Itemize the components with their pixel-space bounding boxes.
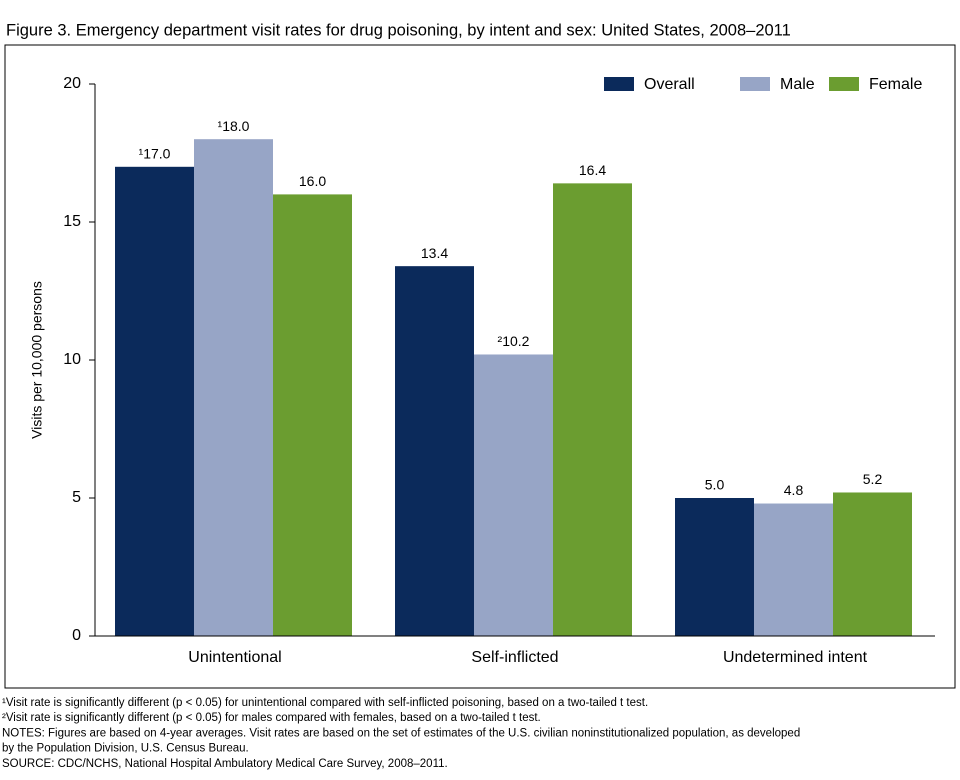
bar <box>115 166 194 637</box>
chart-title: Figure 3. Emergency department visit rat… <box>6 21 791 39</box>
y-tick-label: 0 <box>72 627 81 644</box>
value-label: ¹17.0 <box>139 146 171 162</box>
y-tick-label: 20 <box>63 75 81 92</box>
legend-label: Male <box>780 76 815 93</box>
x-tick-label: Unintentional <box>188 649 281 666</box>
value-label: ²10.2 <box>498 333 530 349</box>
footnote: ²Visit rate is significantly different (… <box>2 712 541 724</box>
value-label: 16.4 <box>579 162 606 178</box>
y-tick-label: 5 <box>72 489 81 506</box>
bar <box>675 498 754 636</box>
bar <box>194 139 273 636</box>
bar <box>474 354 553 636</box>
bar <box>754 503 833 636</box>
legend-swatch <box>829 77 859 91</box>
footnote: ¹Visit rate is significantly different (… <box>2 697 648 709</box>
frame <box>4 44 956 689</box>
bar <box>395 266 474 636</box>
y-axis-label: Visits per 10,000 persons <box>29 281 45 439</box>
value-label: 5.0 <box>705 477 725 493</box>
value-label: 13.4 <box>421 245 448 261</box>
footnote: by the Population Division, U.S. Census … <box>2 743 249 755</box>
footnote: NOTES: Figures are based on 4-year avera… <box>2 727 800 739</box>
y-tick-label: 10 <box>63 351 81 368</box>
x-tick-label: Undetermined intent <box>723 649 868 666</box>
y-tick-label: 15 <box>63 213 81 230</box>
value-label: 16.0 <box>299 173 326 189</box>
legend-label: Female <box>869 76 922 93</box>
value-label: 5.2 <box>863 471 883 487</box>
legend-swatch <box>740 77 770 91</box>
x-tick-label: Self-inflicted <box>471 649 558 666</box>
bar <box>553 183 632 637</box>
bar <box>273 194 352 636</box>
legend-label: Overall <box>644 76 695 93</box>
value-label: 4.8 <box>784 482 804 498</box>
footnote: SOURCE: CDC/NCHS, National Hospital Ambu… <box>2 758 448 770</box>
legend-swatch <box>604 77 634 91</box>
value-label: ¹18.0 <box>218 118 250 134</box>
bar <box>833 492 912 636</box>
